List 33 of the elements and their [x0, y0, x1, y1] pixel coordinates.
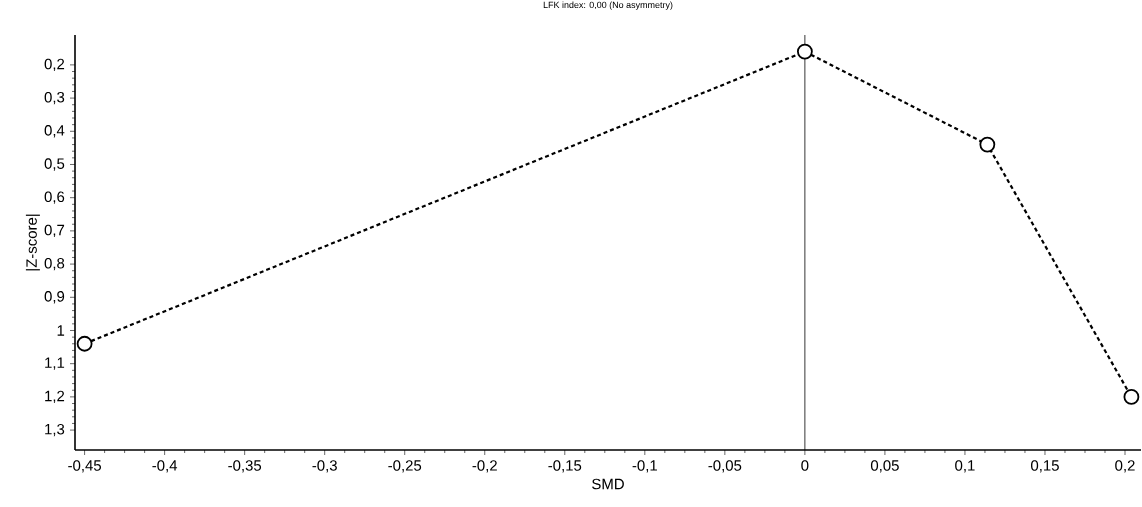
y-tick-label: 0,3	[44, 91, 65, 105]
x-tick-label: -0,15	[548, 460, 582, 473]
y-tick-label: 0,9	[44, 291, 65, 304]
x-tick-label: -0,4	[152, 460, 178, 473]
y-tick-label: 1,1	[45, 357, 65, 370]
x-tick-label: -0,2	[472, 460, 497, 473]
y-axis-title: |Z-score|	[25, 214, 40, 271]
x-tick-label: 0,2	[1115, 460, 1135, 473]
x-tick-label: 0	[801, 460, 809, 471]
x-tick-label: -0,35	[228, 460, 262, 473]
y-tick-label: 0,8	[44, 257, 65, 271]
x-tick-label: -0,25	[388, 460, 422, 473]
y-tick-label: 0,5	[44, 158, 65, 171]
point	[76, 335, 93, 352]
point	[796, 43, 813, 60]
y-tick-label: 0,4	[44, 125, 65, 138]
y-tick-label: 1,3	[45, 423, 65, 437]
point	[1123, 388, 1140, 405]
x-axis-title: SMD	[592, 478, 624, 490]
y-tick-label: 1	[57, 325, 65, 336]
x-tick-label: -0,45	[68, 460, 102, 473]
x-tick-label: 0,1	[955, 460, 975, 473]
y-tick-label: 0,2	[44, 58, 65, 72]
y-tick-label: 1,2	[45, 390, 65, 404]
y-tick-label: 0,7	[44, 224, 65, 238]
x-tick-label: -0,1	[632, 460, 657, 473]
x-tick-label: 0,05	[870, 460, 899, 473]
x-tick-label: -0,05	[708, 460, 742, 473]
y-tick-label: 0,6	[44, 191, 65, 204]
x-tick-label: -0,3	[312, 460, 337, 473]
x-tick-label: 0,15	[1031, 460, 1059, 473]
chart-title: LFK index: 0,00 (No asymmetry)	[543, 1, 673, 10]
point	[979, 136, 996, 153]
